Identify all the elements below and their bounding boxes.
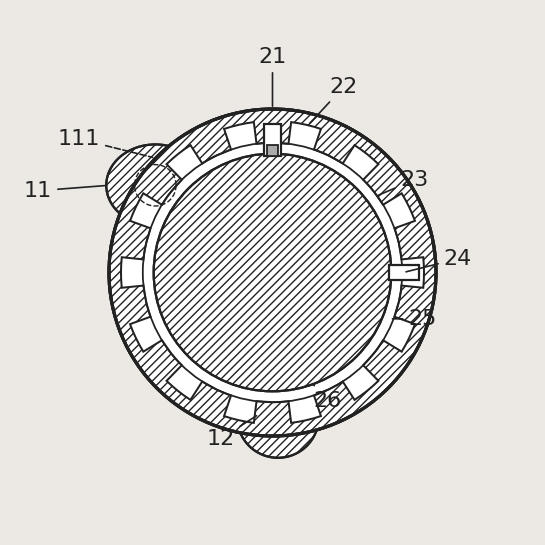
Text: 111: 111 <box>58 129 153 158</box>
Text: 25: 25 <box>392 309 437 329</box>
Text: 26: 26 <box>312 384 341 410</box>
Text: 24: 24 <box>406 249 472 272</box>
Bar <box>264 124 281 156</box>
Text: 11: 11 <box>24 181 106 201</box>
Circle shape <box>154 154 391 391</box>
Polygon shape <box>121 122 424 423</box>
Ellipse shape <box>106 144 204 226</box>
Circle shape <box>109 109 436 436</box>
Ellipse shape <box>237 376 319 458</box>
Text: 23: 23 <box>379 170 428 195</box>
Bar <box>267 145 278 156</box>
Text: 21: 21 <box>258 47 287 106</box>
Bar <box>389 265 419 280</box>
Text: 12: 12 <box>207 416 257 449</box>
Text: 22: 22 <box>310 77 358 123</box>
